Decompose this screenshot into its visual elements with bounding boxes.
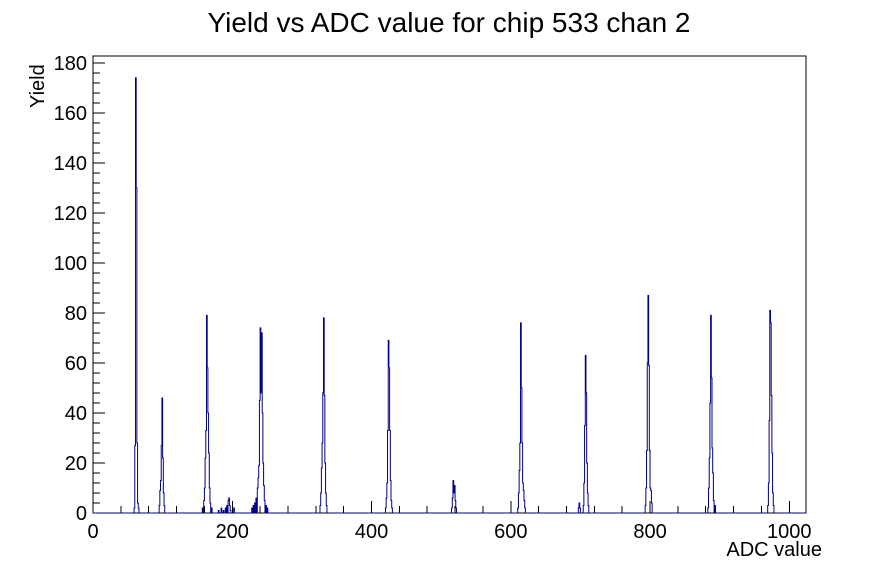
y-tick-label: 0 [76, 503, 87, 525]
x-tick-label: 0 [87, 521, 98, 543]
x-axis-title: ADC value [726, 539, 822, 561]
y-tick-label: 160 [54, 103, 87, 125]
y-tick-label: 100 [54, 253, 87, 275]
histogram-line [93, 77, 806, 514]
y-axis-title: Yield [27, 64, 49, 108]
x-tick-label: 800 [633, 521, 666, 543]
y-tick-label: 120 [54, 203, 87, 225]
x-tick-label: 1000 [767, 521, 812, 543]
plot-frame [92, 55, 807, 514]
x-tick-label: 400 [355, 521, 388, 543]
y-tick-label: 40 [65, 403, 87, 425]
y-tick-label: 60 [65, 353, 87, 375]
y-tick-label: 20 [65, 453, 87, 475]
chart-title: Yield vs ADC value for chip 533 chan 2 [207, 7, 690, 38]
y-tick-label: 80 [65, 303, 87, 325]
y-tick-label: 140 [54, 153, 87, 175]
x-tick-label: 200 [216, 521, 249, 543]
x-tick-label: 600 [494, 521, 527, 543]
y-tick-label: 180 [54, 53, 87, 75]
